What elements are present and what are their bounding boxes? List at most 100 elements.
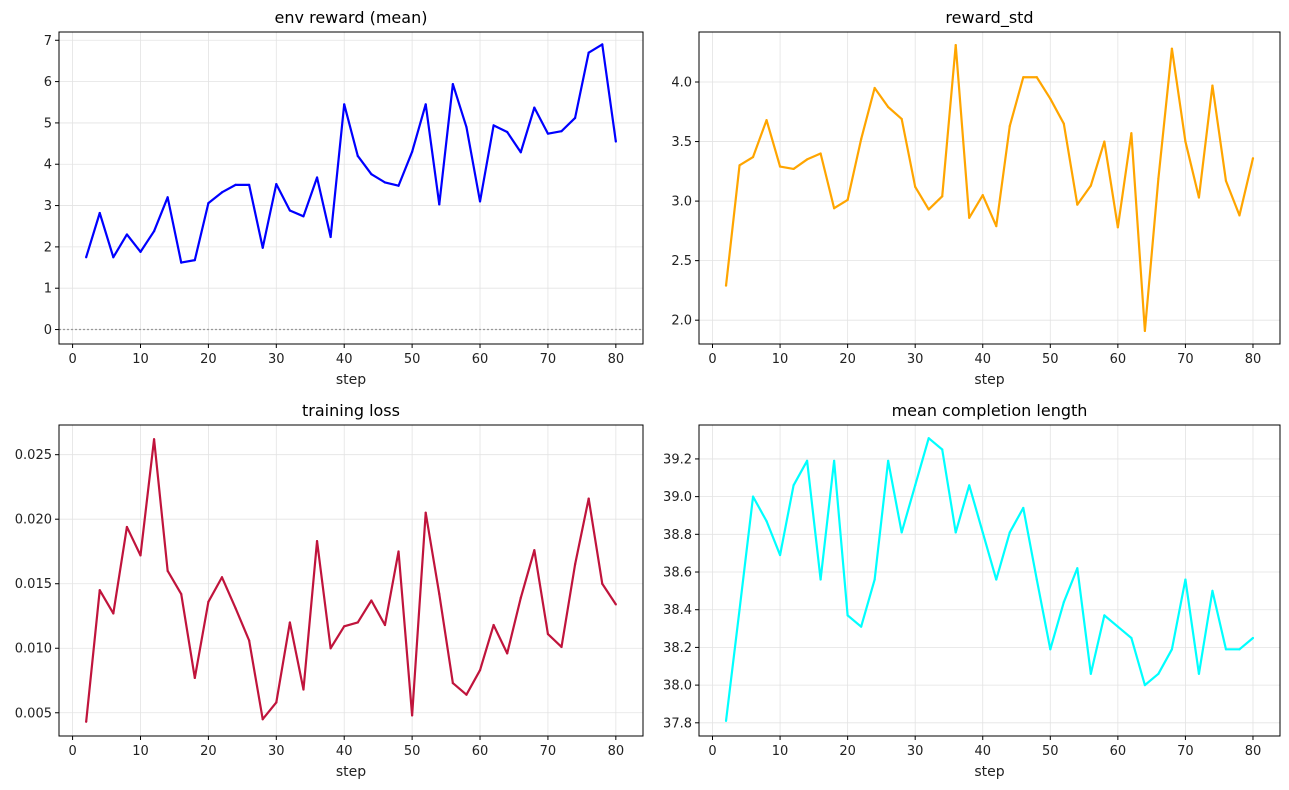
- chart-mean-completion-length-x-tick-label: 60: [1110, 744, 1127, 759]
- chart-training-loss-data-point: [438, 592, 441, 596]
- chart-env-reward-mean-data-point: [275, 182, 278, 186]
- chart-training-loss-data-point: [302, 688, 305, 691]
- chart-training-loss-data-point: [275, 701, 278, 704]
- chart-reward-std-data-point: [900, 117, 903, 121]
- chart-reward-std-data-point: [1184, 140, 1187, 143]
- chart-env-reward-mean-data-point: [207, 201, 210, 205]
- chart-reward-std-data-point: [724, 284, 728, 287]
- chart-env-reward-mean-data-point: [220, 191, 224, 194]
- chart-reward-std-x-tick-label: 70: [1177, 352, 1194, 367]
- chart-mean-completion-length-data-point: [860, 625, 863, 628]
- chart-mean-completion-length-data-point: [1022, 506, 1025, 510]
- chart-reward-std-data-point: [1008, 124, 1011, 128]
- chart-mean-completion-length-data-point: [1103, 614, 1106, 617]
- chart-reward-std-data-point: [819, 152, 822, 155]
- chart-env-reward-mean-data-point: [152, 230, 156, 233]
- chart-training-loss-data-point: [248, 639, 251, 642]
- chart-mean-completion-length-y-tick-label: 38.2: [663, 641, 692, 656]
- chart-mean-completion-length-x-tick-label: 40: [974, 744, 991, 759]
- chart-mean-completion-length-data-point: [1157, 672, 1160, 675]
- chart-mean-completion-length-y-tick-label: 39.0: [663, 490, 692, 505]
- chart-training-loss-data-point: [234, 607, 237, 610]
- chart-reward-std-data-point: [1035, 76, 1038, 79]
- chart-env-reward-mean-data-point: [478, 200, 482, 203]
- chart-env-reward-mean-x-axis-label: step: [336, 372, 366, 388]
- chart-training-loss-data-point: [207, 600, 210, 603]
- chart-env-reward-mean-data-point: [411, 150, 414, 153]
- chart-mean-completion-length-data-point: [927, 437, 930, 440]
- chart-mean-completion-length-y-tick-label: 38.4: [663, 603, 692, 618]
- chart-env-reward-mean-data-point: [180, 261, 183, 264]
- chart-mean-completion-length-y-tick-label: 39.2: [663, 452, 692, 467]
- chart-training-loss-data-point: [152, 438, 156, 441]
- chart-env-reward-mean-data-point: [465, 125, 468, 129]
- chart-mean-completion-length-data-point: [981, 531, 984, 534]
- chart-env-reward-mean-data-point: [533, 106, 536, 109]
- chart-env-reward-mean-data-point: [98, 211, 101, 215]
- chart-env-reward-mean-data-point: [125, 233, 129, 236]
- chart-env-reward-mean-data-point: [424, 103, 427, 106]
- chart-mean-completion-length-axes-frame: [698, 424, 1281, 737]
- chart-mean-completion-length-data-point: [1062, 601, 1065, 604]
- chart-mean-completion-length-data-point: [968, 484, 971, 487]
- chart-mean-completion-length-y-tick-label: 38.8: [663, 528, 692, 543]
- chart-reward-std-data-point: [1197, 196, 1201, 199]
- chart-mean-completion-length-data-point: [833, 459, 836, 462]
- chart-training-loss-data-point: [98, 589, 101, 592]
- chart-mean-completion-length-data-point: [887, 459, 890, 462]
- chart-reward-std-x-tick-label: 80: [1245, 352, 1262, 367]
- chart-mean-completion-length-series-line: [724, 437, 1254, 722]
- chart-env-reward-mean-data-point: [587, 51, 590, 54]
- chart-training-loss-data-point: [139, 554, 142, 557]
- chart-reward-std-data-point: [751, 155, 755, 159]
- chart-reward-std-data-point: [1022, 76, 1025, 79]
- chart-env-reward-mean-data-point: [383, 181, 387, 184]
- chart-mean-completion-length-data-point: [1170, 648, 1174, 651]
- chart-env-reward-mean-data-point: [506, 130, 509, 134]
- chart-mean-completion-length-x-tick-label: 20: [839, 744, 856, 759]
- chart-env-reward-mean-data-point: [492, 124, 495, 127]
- chart-reward-std-data-point: [1224, 179, 1228, 182]
- chart-training-loss-data-point: [220, 576, 224, 579]
- chart-mean-completion-length-data-point: [765, 520, 768, 523]
- chart-mean-completion-length-x-axis-label: step: [974, 764, 1004, 780]
- chart-reward-std-data-point: [1130, 132, 1133, 135]
- chart-training-loss-data-point: [451, 681, 454, 685]
- chart-training-loss-data-point: [411, 714, 414, 717]
- chart-mean-completion-length-data-point: [805, 459, 809, 462]
- chart-training-loss-y-tick-label: 0.005: [15, 706, 52, 721]
- chart-reward-std-y-tick-label: 4.0: [671, 76, 692, 91]
- chart-reward-std-data-point: [1143, 329, 1146, 333]
- chart-mean-completion-length-data-point: [846, 614, 849, 617]
- chart-reward-std-data-point: [805, 158, 809, 161]
- chart-training-loss-x-tick-label: 0: [68, 744, 76, 759]
- chart-reward-std-data-point: [1076, 203, 1079, 206]
- chart-mean-completion-length-data-point: [1143, 684, 1146, 687]
- chart-training-loss-data-point: [329, 647, 332, 650]
- chart-reward-std-x-tick-label: 30: [907, 352, 924, 367]
- chart-training-loss-x-tick-label: 30: [268, 744, 285, 759]
- chart-env-reward-mean-data-point: [451, 82, 454, 86]
- chart-training-loss-x-tick-label: 50: [404, 744, 421, 759]
- chart-reward-std-data-point: [738, 164, 741, 167]
- chart-training-loss-data-point: [587, 497, 590, 500]
- chart-training-loss-data-point: [85, 720, 88, 723]
- chart-env-reward-mean-data-point: [614, 140, 617, 143]
- chart-training-loss-data-point: [370, 599, 373, 602]
- chart-reward-std-y-tick-label: 3.0: [671, 195, 692, 210]
- chart-mean-completion-length-data-point: [1251, 636, 1255, 640]
- chart-env-reward-mean-x-tick-label: 40: [336, 352, 353, 367]
- chart-training-loss-x-tick-label: 80: [608, 744, 625, 759]
- chart-reward-std-data-point: [1157, 177, 1160, 180]
- chart-mean-completion-length-data-point: [995, 578, 998, 581]
- chart-reward-std-x-axis-label: step: [974, 372, 1004, 388]
- chart-env-reward-mean-axes-frame: [58, 31, 644, 345]
- chart-reward-std-data-point: [873, 86, 876, 90]
- chart-reward-std-y-tick-label: 2.0: [671, 314, 692, 329]
- chart-training-loss-x-tick-label: 70: [540, 744, 557, 759]
- chart-training-loss-data-point: [356, 621, 359, 624]
- chart-env-reward-mean-x-tick-label: 30: [268, 352, 285, 367]
- chart-training-loss-data-point: [261, 718, 264, 721]
- chart-reward-std-data-point: [1103, 140, 1106, 143]
- chart-training-loss-data-point: [506, 652, 509, 655]
